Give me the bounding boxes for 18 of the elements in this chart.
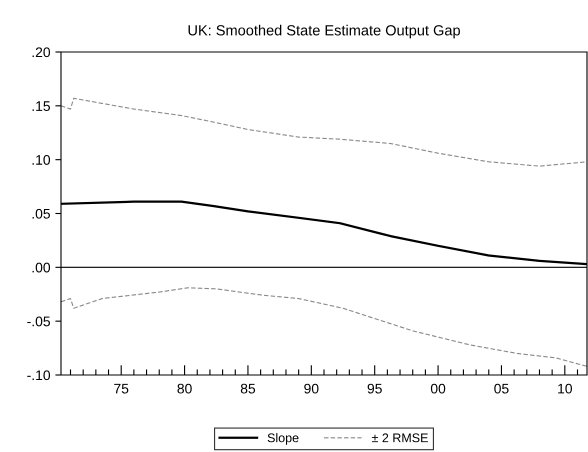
y-tick-label: -.10 [27, 370, 50, 380]
y-tick-label: .00 [32, 262, 50, 273]
y-tick-label: -.05 [27, 316, 50, 326]
x-tick-label: 75 [114, 384, 128, 394]
x-tick-label: 90 [304, 384, 319, 394]
y-tick-label: .15 [32, 101, 50, 112]
y-tick-label: .20 [32, 47, 50, 58]
legend-label: Slope [268, 433, 298, 445]
x-tick-label: 05 [494, 384, 509, 394]
x-tick-label: 85 [240, 384, 256, 394]
x-tick-label: 80 [177, 384, 192, 394]
y-tick-label: .10 [32, 155, 50, 165]
x-tick-label: 10 [558, 384, 572, 394]
x-tick-label: 00 [430, 384, 446, 394]
chart-title: UK: Smoothed State Estimate Output Gap [188, 24, 460, 38]
x-tick-label: 95 [368, 384, 382, 394]
y-tick-label: .05 [32, 208, 50, 219]
legend-label: ± 2 RMSE [372, 433, 428, 442]
